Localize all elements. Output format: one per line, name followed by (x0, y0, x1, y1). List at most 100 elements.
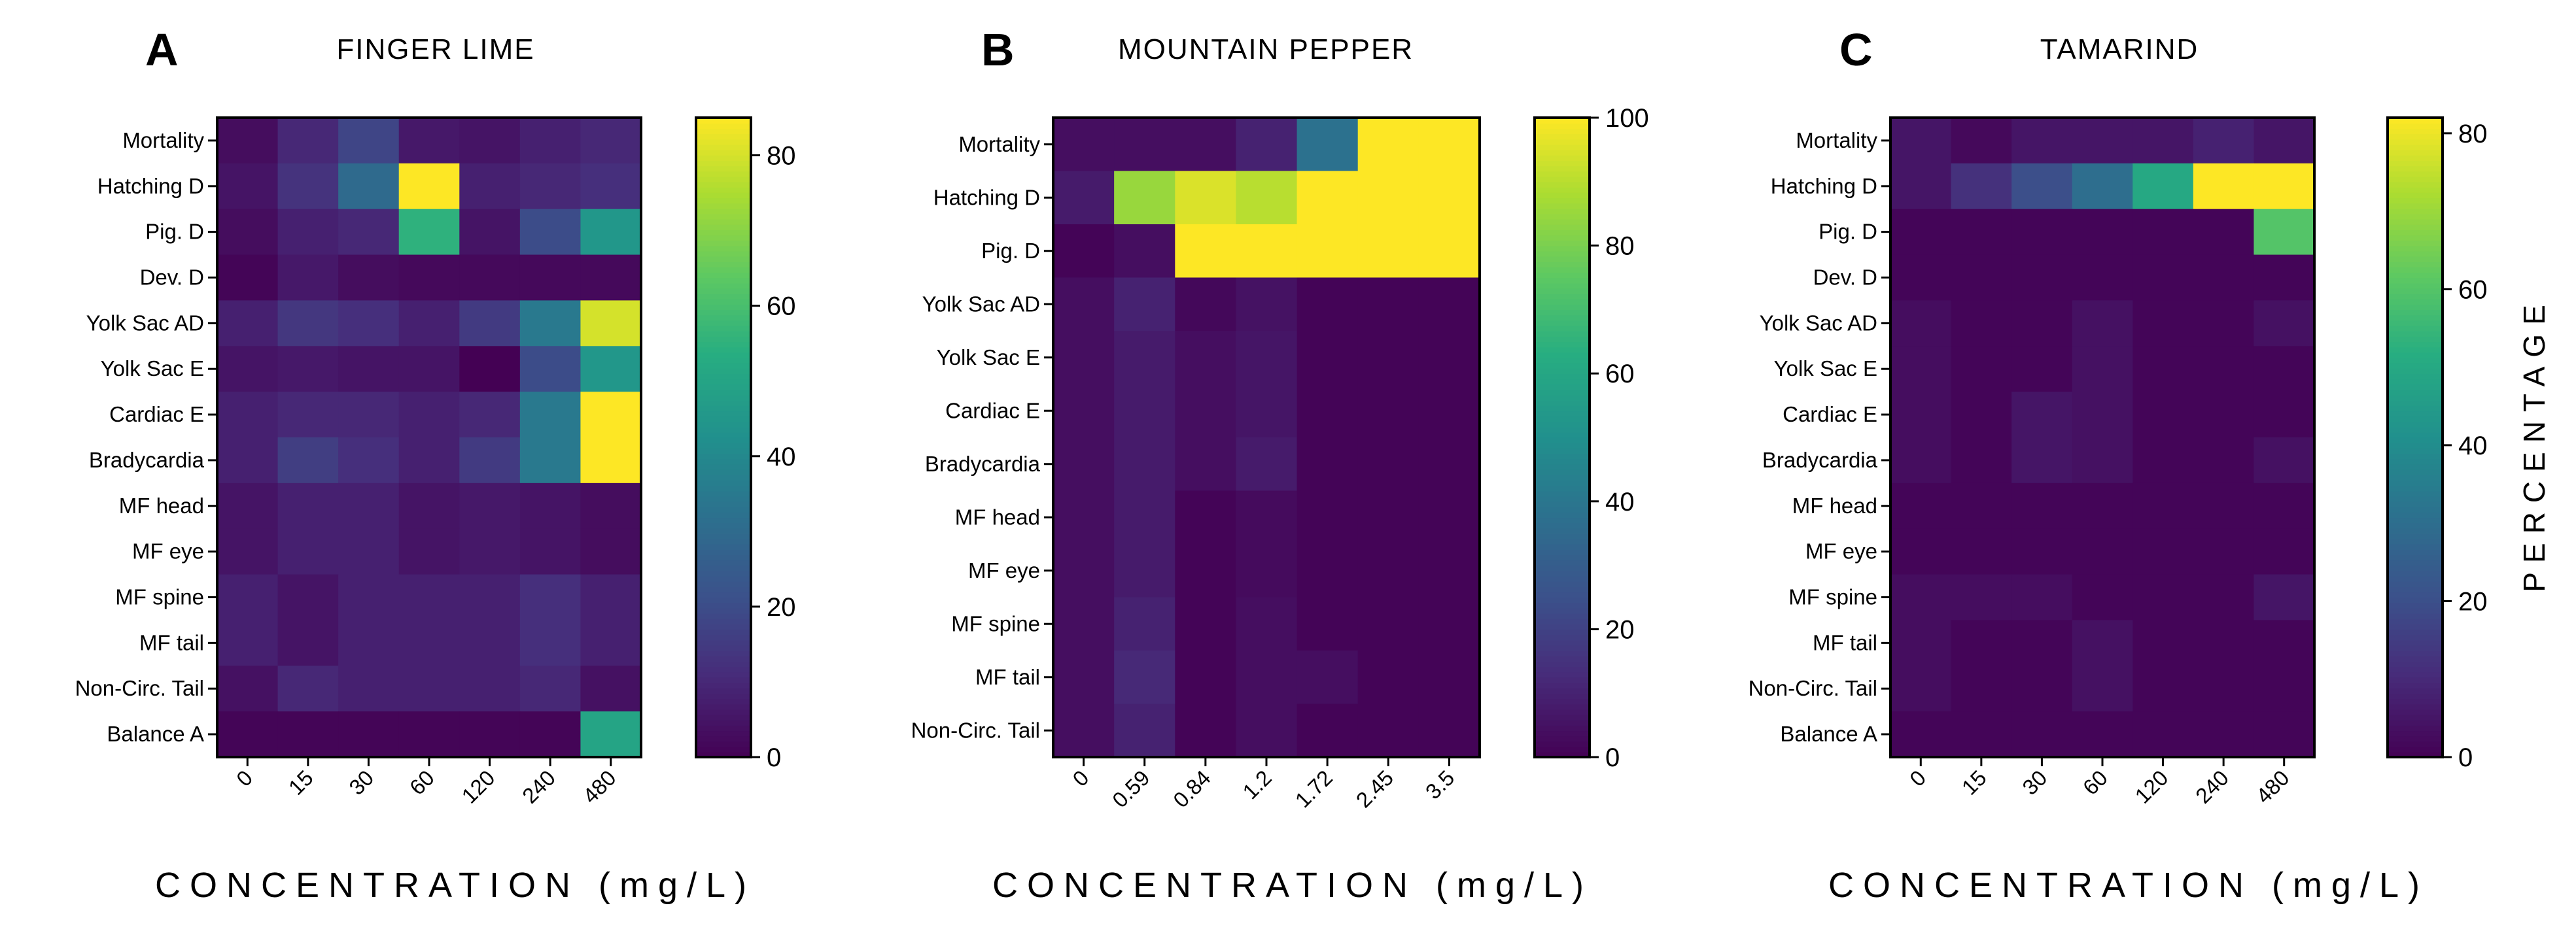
row-label-pig-d: Pig. D (1819, 220, 1877, 244)
heatmap-cell-mf-eye-30 (2011, 528, 2073, 575)
heatmap-cell-mf-eye-15 (277, 528, 339, 575)
colorbar-segment (2388, 501, 2443, 507)
colorbar-segment (1535, 389, 1590, 396)
heatmap-cell-dev-d-30 (2011, 254, 2073, 301)
colorbar-segment (696, 533, 751, 539)
colorbar-segment (2388, 448, 2443, 454)
colorbar-segment (2388, 575, 2443, 582)
colorbar-segment (1535, 458, 1590, 465)
col-label-120: 120 (457, 766, 499, 808)
heatmap-cell-non-circ-tail-120 (459, 666, 521, 712)
colorbar-tick-label: 40 (2458, 432, 2488, 460)
heatmap-cell-yolk-sac-e-30 (2011, 346, 2073, 392)
colorbar-segment (2388, 155, 2443, 161)
colorbar-segment (696, 149, 751, 156)
heatmap-cell-bradycardia-240 (2193, 437, 2255, 484)
heatmap-cell-hatching-d-30 (2011, 163, 2073, 210)
heatmap-cell-hatching-d-0 (1053, 171, 1115, 225)
heatmap-cell-dev-d-0 (217, 254, 279, 301)
heatmap-cell-mortality-120 (459, 118, 521, 164)
colorbar-segment (696, 347, 751, 353)
colorbar-segment (1535, 192, 1590, 199)
row-label-bradycardia: Bradycardia (925, 452, 1041, 476)
heatmap-cell-mf-head-0-84 (1175, 490, 1237, 545)
heatmap-cell-yolk-sac-ad-0 (1890, 300, 1952, 347)
heatmap-cell-balance-a-15 (277, 711, 339, 758)
colorbar-segment (696, 746, 751, 753)
heatmap-cell-mf-head-480 (580, 482, 642, 530)
colorbar-segment (696, 629, 751, 635)
heatmap-cell-yolk-sac-ad-2-45 (1357, 277, 1419, 331)
colorbar-segment (696, 245, 751, 252)
heatmap-cell-mortality-15 (1951, 118, 2012, 164)
colorbar-segment (2388, 325, 2443, 331)
heatmap-cell-mortality-60 (2072, 118, 2133, 164)
heatmap-cell-dev-d-480 (580, 254, 642, 301)
colorbar-segment (696, 592, 751, 598)
col-label-0-59: 0.59 (1107, 766, 1155, 813)
heatmap-cell-bradycardia-2-45 (1357, 437, 1419, 492)
colorbar-segment (2388, 736, 2443, 742)
colorbar-segment (696, 714, 751, 720)
row-label-mortality: Mortality (958, 132, 1040, 156)
colorbar-segment (2388, 181, 2443, 188)
heatmap-cell-non-circ-tail-2-45 (1357, 703, 1419, 758)
colorbar-segment (2388, 517, 2443, 524)
colorbar-segment (696, 192, 751, 199)
colorbar-segment (1535, 394, 1590, 401)
heatmap-cell-pig-d-0-59 (1114, 224, 1175, 279)
colorbar-segment (2388, 592, 2443, 598)
heatmap-cell-mortality-15 (277, 118, 339, 164)
colorbar-segment (2388, 629, 2443, 635)
heatmap-cell-pig-d-30 (2011, 209, 2073, 256)
heatmap-cell-balance-a-15 (1951, 711, 2012, 758)
heatmap-cell-pig-d-120 (459, 209, 521, 256)
colorbar-segment (2388, 730, 2443, 737)
colorbar-segment (2388, 746, 2443, 753)
heatmap-cell-mortality-480 (580, 118, 642, 164)
colorbar-segment (696, 538, 751, 545)
heatmap-cell-dev-d-0 (1890, 254, 1952, 301)
heatmap-cell-non-circ-tail-30 (338, 666, 400, 712)
heatmap-cell-yolk-sac-e-15 (1951, 346, 2012, 392)
colorbar-segment (696, 544, 751, 550)
heatmap-cell-mf-head-120 (2132, 482, 2194, 530)
colorbar-segment (1535, 719, 1590, 726)
heatmap-cell-cardiac-e-0-84 (1175, 384, 1237, 438)
colorbar-segment (2388, 480, 2443, 486)
colorbar-segment (1535, 118, 1590, 124)
heatmap-cell-cardiac-e-240 (2193, 392, 2255, 438)
colorbar-segment (1535, 448, 1590, 454)
colorbar-segment (1535, 666, 1590, 673)
colorbar-segment (1535, 575, 1590, 582)
colorbar-segment (696, 197, 751, 204)
colorbar-segment (2388, 570, 2443, 577)
heatmap-cell-cardiac-e-240 (519, 392, 582, 438)
heatmap-cell-mf-tail-1-72 (1297, 651, 1359, 705)
heatmap-cell-hatching-d-0 (1890, 163, 1952, 210)
colorbar-segment (2388, 485, 2443, 492)
colorbar-segment (2388, 314, 2443, 321)
panel-title: MOUNTAIN PEPPER (1118, 33, 1414, 65)
colorbar-segment (1535, 544, 1590, 550)
col-label-60: 60 (2078, 766, 2112, 800)
colorbar-segment (2388, 347, 2443, 353)
colorbar-segment (696, 379, 751, 385)
colorbar-segment (2388, 282, 2443, 289)
colorbar-segment (1535, 373, 1590, 380)
heatmap-cell-yolk-sac-e-240 (519, 346, 582, 392)
row-label-dev-d: Dev. D (1813, 265, 1877, 290)
colorbar-segment (2388, 118, 2443, 124)
colorbar-tick-label: 20 (2458, 587, 2488, 616)
heatmap-cell-non-circ-tail-3-5 (1418, 703, 1480, 758)
heatmap-cell-dev-d-15 (1951, 254, 2012, 301)
colorbar-segment (2388, 405, 2443, 412)
colorbar-segment (696, 320, 751, 326)
colorbar-segment (1535, 267, 1590, 273)
colorbar-segment (2388, 490, 2443, 497)
heatmap-cell-bradycardia-30 (2011, 437, 2073, 484)
heatmap-cell-yolk-sac-ad-480 (580, 300, 642, 347)
colorbar-segment (2388, 645, 2443, 651)
colorbar-segment (2388, 133, 2443, 140)
